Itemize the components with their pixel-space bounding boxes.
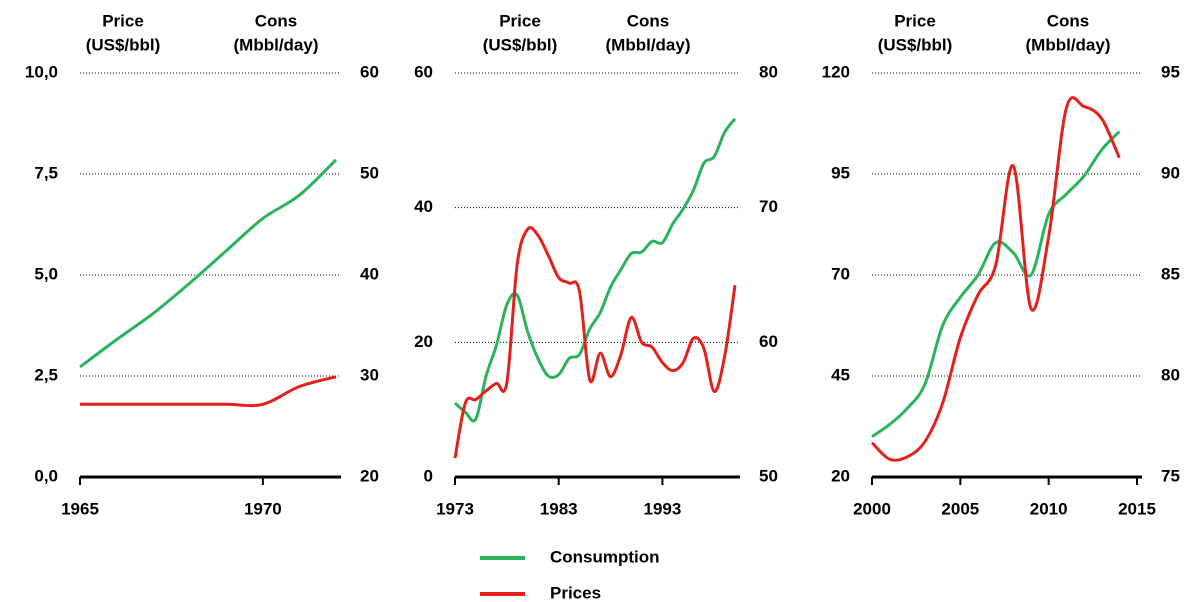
- y-tick-label: 95: [831, 163, 850, 182]
- y2-axis-title: Cons: [627, 11, 670, 30]
- y-tick-label: 2,5: [34, 365, 58, 384]
- y2-tick-label: 75: [1161, 466, 1180, 485]
- series-line: [453, 117, 737, 423]
- y-axis-title: (US$/bbl): [878, 35, 953, 54]
- y-tick-label: 0: [424, 466, 433, 485]
- y-tick-label: 20: [831, 466, 850, 485]
- y-axis-title: (US$/bbl): [86, 35, 161, 54]
- y2-tick-label: 60: [759, 332, 778, 351]
- x-tick-label: 2000: [853, 499, 891, 518]
- y2-axis-title: Cons: [1047, 11, 1090, 30]
- y-axis-title: Price: [499, 11, 541, 30]
- y-tick-label: 7,5: [34, 163, 58, 182]
- y2-tick-label: 80: [1161, 365, 1180, 384]
- y2-tick-label: 40: [360, 264, 379, 283]
- y2-tick-label: 90: [1161, 163, 1180, 182]
- y2-tick-label: 85: [1161, 264, 1180, 283]
- y2-axis-title: (Mbbl/day): [1026, 35, 1111, 54]
- y2-tick-label: 20: [360, 466, 379, 485]
- x-tick-label: 1983: [540, 499, 578, 518]
- y2-axis-title: Cons: [255, 11, 298, 30]
- y-tick-label: 70: [831, 264, 850, 283]
- y-tick-label: 60: [414, 62, 433, 81]
- x-tick-label: 2005: [941, 499, 979, 518]
- legend-label: Consumption: [550, 547, 660, 566]
- x-tick-label: 1993: [643, 499, 681, 518]
- y2-tick-label: 50: [360, 163, 379, 182]
- x-tick-label: 2010: [1030, 499, 1068, 518]
- x-tick-label: 1965: [61, 499, 99, 518]
- y2-tick-label: 95: [1161, 62, 1180, 81]
- y-axis-title: (US$/bbl): [483, 35, 558, 54]
- series-line: [871, 130, 1121, 438]
- y-tick-label: 45: [831, 365, 850, 384]
- y2-tick-label: 60: [360, 62, 379, 81]
- x-tick-label: 1973: [436, 499, 474, 518]
- y-tick-label: 40: [414, 197, 433, 216]
- y2-axis-title: (Mbbl/day): [606, 35, 691, 54]
- series-line: [80, 375, 337, 408]
- legend-label: Prices: [550, 583, 601, 602]
- y-tick-label: 120: [822, 62, 850, 81]
- y-tick-label: 20: [414, 332, 433, 351]
- series-line: [870, 96, 1121, 462]
- x-tick-label: 1970: [244, 499, 282, 518]
- x-tick-label: 2015: [1118, 499, 1156, 518]
- y2-tick-label: 50: [759, 466, 778, 485]
- y2-axis-title: (Mbbl/day): [234, 35, 319, 54]
- y-tick-label: 0,0: [34, 466, 58, 485]
- y-axis-title: Price: [894, 11, 936, 30]
- series-line: [453, 226, 737, 459]
- y-axis-title: Price: [102, 11, 144, 30]
- y-tick-label: 10,0: [25, 62, 58, 81]
- y2-tick-label: 30: [360, 365, 379, 384]
- series-line: [79, 158, 338, 369]
- y2-tick-label: 80: [759, 62, 778, 81]
- y-tick-label: 5,0: [34, 264, 58, 283]
- y2-tick-label: 70: [759, 197, 778, 216]
